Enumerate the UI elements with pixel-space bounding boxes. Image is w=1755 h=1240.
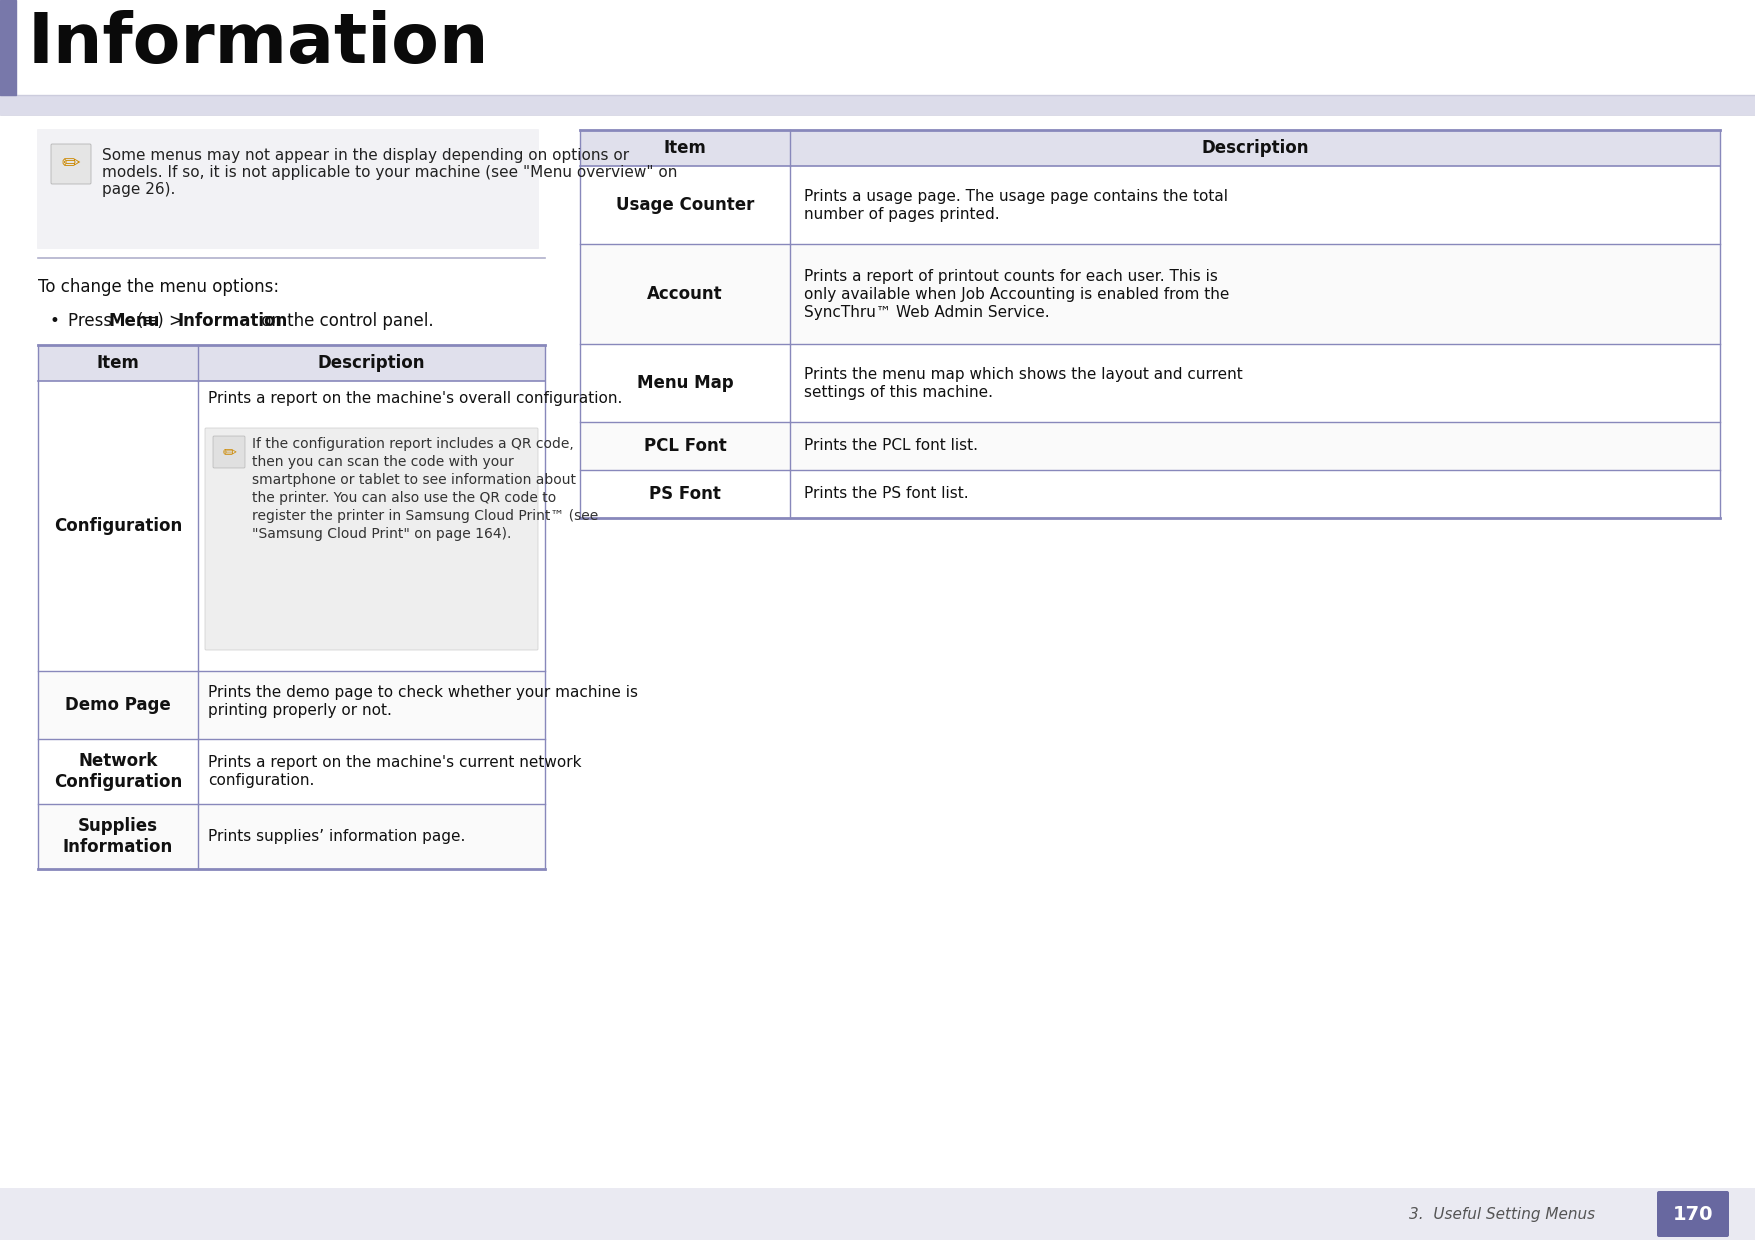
Bar: [579, 470, 1720, 518]
Bar: [0, 0, 16, 95]
Text: page 26).: page 26).: [102, 182, 176, 197]
Text: Prints a report of printout counts for each user. This is: Prints a report of printout counts for e…: [804, 269, 1218, 284]
Text: Demo Page: Demo Page: [65, 696, 170, 714]
Text: settings of this machine.: settings of this machine.: [804, 384, 993, 399]
Text: PCL Font: PCL Font: [644, 436, 727, 455]
Text: models. If so, it is not applicable to your machine (see "Menu overview" on: models. If so, it is not applicable to y…: [102, 165, 677, 180]
Text: Prints the PCL font list.: Prints the PCL font list.: [804, 439, 978, 454]
Text: Prints a usage page. The usage page contains the total: Prints a usage page. The usage page cont…: [804, 188, 1228, 203]
Text: Usage Counter: Usage Counter: [616, 196, 755, 215]
Bar: [0, 1188, 1755, 1240]
FancyBboxPatch shape: [51, 144, 91, 184]
Text: Prints supplies’ information page.: Prints supplies’ information page.: [209, 830, 465, 844]
Text: the printer. You can also use the QR code to: the printer. You can also use the QR cod…: [253, 491, 556, 505]
Text: Prints the demo page to check whether your machine is: Prints the demo page to check whether yo…: [209, 684, 639, 701]
FancyBboxPatch shape: [212, 436, 246, 467]
Text: Press: Press: [68, 312, 118, 330]
Text: 170: 170: [1673, 1204, 1713, 1224]
Text: To change the menu options:: To change the menu options:: [39, 278, 279, 296]
Text: Some menus may not appear in the display depending on options or: Some menus may not appear in the display…: [102, 148, 628, 162]
Text: Prints a report on the machine's overall configuration.: Prints a report on the machine's overall…: [209, 391, 623, 405]
Text: If the configuration report includes a QR code,: If the configuration report includes a Q…: [253, 436, 574, 451]
Text: Item: Item: [97, 353, 139, 372]
Text: Configuration: Configuration: [54, 517, 183, 534]
Text: "Samsung Cloud Print" on page 164).: "Samsung Cloud Print" on page 164).: [253, 527, 511, 541]
Bar: [579, 166, 1720, 244]
Bar: [579, 422, 1720, 470]
Text: Network
Configuration: Network Configuration: [54, 753, 183, 791]
Text: Description: Description: [1200, 139, 1309, 157]
Text: ✏: ✏: [223, 443, 235, 461]
Text: Menu: Menu: [109, 312, 160, 330]
Text: Prints a report on the machine's current network: Prints a report on the machine's current…: [209, 755, 581, 770]
Bar: [579, 130, 1720, 166]
Text: Menu Map: Menu Map: [637, 374, 734, 392]
Text: only available when Job Accounting is enabled from the: only available when Job Accounting is en…: [804, 286, 1228, 301]
Text: Account: Account: [648, 285, 723, 303]
Text: SyncThru™ Web Admin Service.: SyncThru™ Web Admin Service.: [804, 305, 1049, 320]
FancyBboxPatch shape: [1657, 1190, 1729, 1238]
Bar: [39, 381, 546, 671]
Bar: [39, 804, 546, 869]
Text: on the control panel.: on the control panel.: [256, 312, 433, 330]
Bar: [0, 95, 1755, 115]
Text: 3.  Useful Setting Menus: 3. Useful Setting Menus: [1409, 1207, 1595, 1221]
Text: then you can scan the code with your: then you can scan the code with your: [253, 455, 514, 469]
Text: Prints the menu map which shows the layout and current: Prints the menu map which shows the layo…: [804, 367, 1243, 382]
FancyBboxPatch shape: [37, 129, 539, 249]
Bar: [39, 671, 546, 739]
Text: configuration.: configuration.: [209, 773, 314, 787]
Bar: [579, 343, 1720, 422]
Text: Information: Information: [28, 10, 490, 77]
Text: (≡) >: (≡) >: [137, 312, 188, 330]
Text: Item: Item: [663, 139, 707, 157]
Text: Prints the PS font list.: Prints the PS font list.: [804, 486, 969, 501]
FancyBboxPatch shape: [205, 428, 539, 650]
Bar: [579, 244, 1720, 343]
Text: smartphone or tablet to see information about: smartphone or tablet to see information …: [253, 472, 576, 487]
Text: Supplies
Information: Supplies Information: [63, 817, 174, 856]
Text: Description: Description: [318, 353, 425, 372]
Text: number of pages printed.: number of pages printed.: [804, 207, 1000, 222]
Text: PS Font: PS Font: [649, 485, 721, 503]
Text: printing properly or not.: printing properly or not.: [209, 703, 391, 718]
Text: •: •: [49, 312, 60, 330]
Bar: [39, 739, 546, 804]
Text: ✏: ✏: [61, 154, 81, 174]
Bar: [39, 345, 546, 381]
Text: register the printer in Samsung Cloud Print™ (see: register the printer in Samsung Cloud Pr…: [253, 508, 598, 523]
Text: Information: Information: [177, 312, 288, 330]
